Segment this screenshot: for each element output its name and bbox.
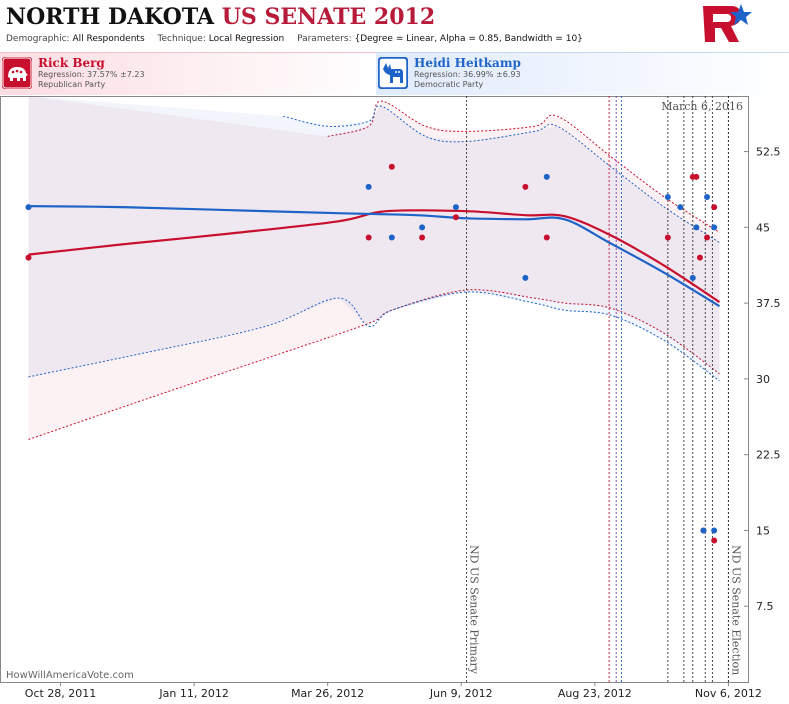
x-tick-label: Jun 9, 2012 — [429, 687, 493, 700]
event-label: ND US Senate Election — [729, 545, 742, 675]
plot-area — [0, 96, 749, 683]
x-tick-label: Aug 23, 2012 — [558, 687, 632, 700]
trend-lines — [28, 205, 721, 308]
y-tick-label: 52.5 — [756, 146, 781, 159]
x-tick-label: Mar 26, 2012 — [291, 687, 364, 700]
y-tick-label: 7.5 — [756, 600, 774, 613]
page-header: NORTH DAKOTA US SENATE 2012 Demographic:… — [0, 0, 789, 50]
date-label: March 6, 2016 — [661, 100, 743, 113]
demographic-value: All Respondents — [72, 34, 145, 44]
poll-point — [388, 163, 395, 170]
poll-point — [25, 204, 32, 211]
candidate-legend: Rick Berg Regression: 37.57% ±7.23 Repub… — [0, 52, 789, 95]
event-label: ND US Senate Primary — [468, 545, 481, 675]
y-axis: 52.5 45 37.5 30 22.5 15 7.5 — [744, 146, 781, 613]
poll-point — [25, 254, 32, 261]
title-state: NORTH DAKOTA — [6, 4, 215, 30]
poll-point — [704, 234, 711, 241]
poll-point — [704, 194, 711, 201]
poll-point — [522, 274, 529, 281]
poll-point — [689, 274, 696, 281]
x-axis: Oct 28, 2011 Jan 11, 2012 Mar 26, 2012 Jun … — [25, 682, 762, 700]
poll-point — [419, 234, 426, 241]
poll-point — [365, 183, 372, 190]
lower-bound-line — [28, 291, 720, 382]
parameters-value: {Degree = Linear, Alpha = 0.85, Bandwidt… — [354, 34, 583, 44]
x-tick-label: Oct 28, 2011 — [25, 687, 97, 700]
donkey-icon — [378, 57, 408, 89]
poll-point — [365, 234, 372, 241]
poll-point — [711, 204, 718, 211]
poll-point — [711, 224, 718, 231]
y-tick-label: 15 — [756, 524, 770, 537]
event-lines: ND US Senate Primary ND US Senate Electio… — [466, 96, 742, 682]
y-tick-label: 37.5 — [756, 297, 781, 310]
page-title: NORTH DAKOTA US SENATE 2012 — [6, 4, 435, 30]
confidence-bands — [28, 96, 720, 440]
poll-point — [522, 183, 529, 190]
candidate-rick-berg[interactable]: Rick Berg Regression: 37.57% ±7.23 Repub… — [0, 52, 380, 95]
poll-point — [543, 173, 550, 180]
confidence-band-fill — [28, 96, 720, 440]
poll-point — [700, 527, 707, 534]
upper-bound-line — [283, 105, 720, 243]
x-tick-label: Jan 11, 2012 — [158, 687, 228, 700]
trend-line — [28, 205, 721, 308]
candidate-regression: Regression: 36.99% ±6.93 — [414, 70, 521, 79]
poll-point — [419, 224, 426, 231]
candidate-party: Democratic Party — [414, 80, 484, 89]
lower-bound-line — [28, 289, 720, 440]
plot-frame — [0, 96, 749, 683]
elephant-icon — [2, 57, 32, 89]
poll-point — [696, 254, 703, 261]
candidate-party: Republican Party — [38, 80, 106, 89]
poll-point — [677, 204, 684, 211]
candidate-regression: Regression: 37.57% ±7.23 — [38, 70, 145, 79]
parameters-label: Parameters: — [297, 34, 352, 44]
technique-label: Technique: — [157, 34, 206, 44]
y-tick-label: 30 — [756, 373, 770, 386]
poll-point — [693, 224, 700, 231]
y-tick-label: 22.5 — [756, 449, 781, 462]
poll-point — [664, 234, 671, 241]
candidate-name: Heidi Heitkamp — [414, 56, 521, 70]
site-credit: HowWillAmericaVote.com — [6, 670, 134, 681]
trend-line — [28, 209, 721, 304]
y-tick-label: 45 — [756, 221, 770, 234]
site-logo-icon — [703, 4, 752, 42]
confidence-band-fill — [28, 96, 720, 381]
poll-point — [543, 234, 550, 241]
poll-chart: ND US Senate Primary ND US Senate Electio… — [0, 96, 781, 700]
poll-point — [388, 234, 395, 241]
chart-parameters: Demographic: All Respondents Technique: … — [6, 34, 593, 44]
candidate-name: Rick Berg — [38, 56, 105, 70]
technique-value: Local Regression — [208, 34, 285, 44]
poll-points — [25, 163, 718, 544]
candidate-heidi-heitkamp[interactable]: Heidi Heitkamp Regression: 36.99% ±6.93 … — [376, 52, 789, 95]
demographic-label: Demographic: — [6, 34, 70, 44]
poll-point — [452, 214, 459, 221]
title-race: US SENATE 2012 — [221, 4, 436, 30]
poll-point — [711, 527, 718, 534]
x-tick-label: Nov 6, 2012 — [695, 687, 762, 700]
poll-point — [452, 204, 459, 211]
poll-point — [711, 537, 718, 544]
poll-point — [693, 173, 700, 180]
poll-point — [664, 194, 671, 201]
